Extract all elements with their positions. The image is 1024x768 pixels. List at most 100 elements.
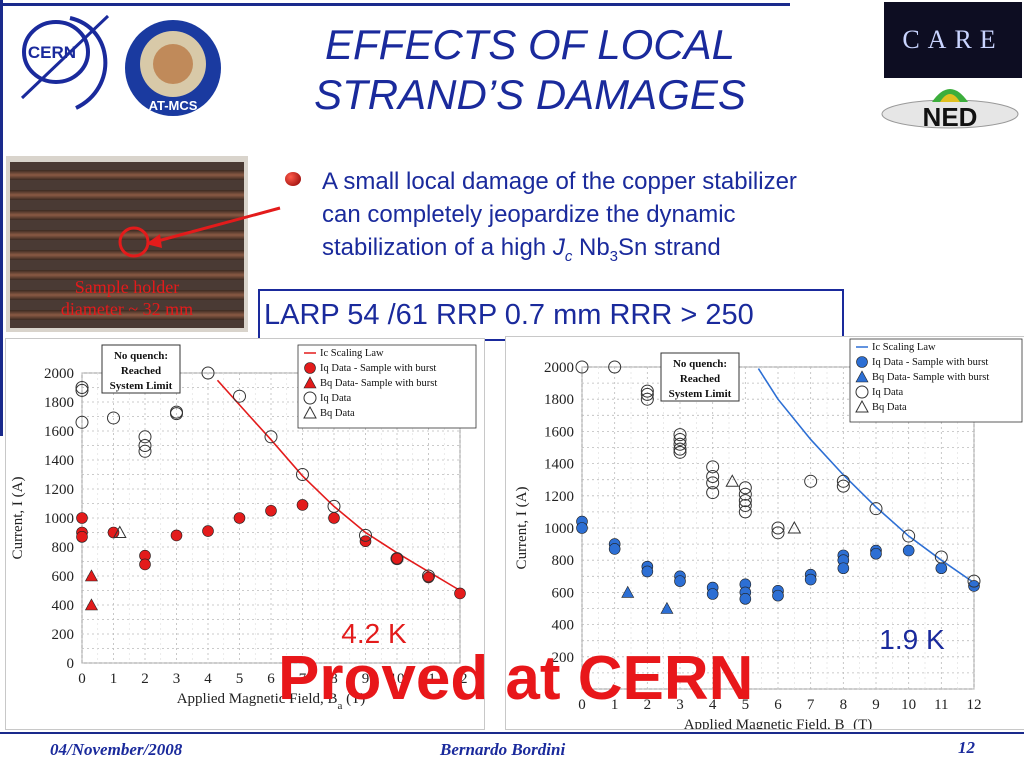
data-point-filled-circle [139, 558, 151, 571]
data-point-open-circle [138, 430, 152, 444]
sn-strand-text: Sn strand [618, 234, 721, 261]
bullet-line3: stabilization of a high Jc Nb3Sn strand [322, 231, 922, 273]
data-point-filled-circle [935, 562, 948, 575]
y-tick-label: 1400 [544, 457, 574, 473]
temperature-label: 1.9 K [879, 624, 945, 655]
data-point-open-circle [738, 505, 752, 519]
data-point-filled-circle [391, 552, 403, 565]
legend-label: Iq Data - Sample with burst [872, 357, 988, 368]
cern-logo-text: CERN [28, 43, 76, 62]
legend-label: Iq Data [320, 393, 352, 404]
footer-author: Bernardo Bordini [440, 740, 566, 759]
y-tick-label: 400 [552, 618, 575, 634]
annotation-line: System Limit [669, 388, 732, 400]
data-point-open-circle [673, 437, 687, 451]
data-point-filled-triangle [84, 598, 98, 611]
x-tick-label: 6 [774, 697, 782, 713]
legend-marker-swatch [304, 362, 316, 374]
data-point-open-circle [836, 479, 850, 493]
data-point-filled-circle [422, 571, 435, 584]
no-quench-annotation: No quench: Reached System Limit [101, 344, 181, 394]
data-point-open-circle [869, 502, 883, 516]
legend-label: Bq Data [320, 408, 355, 419]
y-tick-label: 800 [52, 540, 75, 556]
data-point-open-triangle [112, 525, 127, 538]
y-tick-label: 200 [552, 650, 575, 666]
data-point-open-circle [138, 439, 152, 452]
bullet-line1: A small local damage of the copper stabi… [322, 168, 797, 195]
no-quench-annotation: No quench: Reached System Limit [660, 352, 740, 402]
x-tick-label: 12 [967, 697, 982, 713]
data-point-open-circle [75, 381, 89, 394]
legend-label: Iq Data - Sample with burst [320, 363, 436, 374]
photo-caption-line2: diameter ~ 32 mm [60, 299, 194, 319]
data-point-filled-circle [76, 512, 88, 524]
data-point-filled-circle [576, 522, 588, 534]
bullet-icon [285, 172, 301, 186]
data-point-open-circle [359, 528, 372, 542]
data-point-filled-circle [265, 504, 277, 517]
data-point-open-circle [233, 389, 246, 403]
care-logo: CARE [884, 2, 1022, 78]
x-tick-label: 2 [644, 697, 652, 713]
data-point-open-circle [804, 474, 818, 488]
data-point-open-circle [75, 383, 89, 397]
data-point-filled-triangle [84, 569, 98, 582]
y-tick-label: 1600 [44, 424, 74, 440]
legend-marker-swatch [855, 385, 869, 399]
legend-marker-swatch [303, 391, 317, 405]
slide-title-line2: STRAND’S DAMAGES [314, 71, 746, 118]
bullet-line2: can completely jeopardize the dynamic [322, 201, 736, 228]
bullet-line3-pre: stabilization of a high [322, 234, 553, 261]
data-point-filled-circle [902, 544, 915, 557]
data-point-open-circle [673, 445, 687, 459]
x-tick-label: 7 [299, 671, 307, 687]
chart-legend: Ic Scaling Law Iq Data - Sample with burs… [849, 338, 1023, 423]
y-tick-label: 400 [52, 598, 75, 614]
data-point-open-circle [738, 487, 752, 501]
x-tick-label: 3 [173, 671, 181, 687]
data-point-open-circle [967, 574, 981, 588]
y-tick-label: 1000 [544, 521, 574, 537]
y-tick-label: 2000 [544, 360, 574, 376]
x-tick-label: 0 [78, 671, 86, 687]
damage-circle-icon [118, 226, 150, 258]
x-axis-label: Applied Magnetic Field, Ba (T) [177, 691, 366, 712]
y-tick-label: 600 [552, 585, 575, 601]
data-point-filled-circle [837, 562, 850, 575]
data-point-open-circle [706, 476, 720, 490]
y-tick-label: 200 [52, 627, 75, 643]
annotation-line: Reached [121, 365, 161, 377]
strand-label: LARP 54 /61 RRP 0.7 mm RRR > 250 [258, 289, 844, 341]
legend-box [297, 344, 477, 429]
data-point-filled-circle [233, 512, 246, 524]
data-point-filled-circle [968, 580, 980, 592]
top-border [0, 3, 790, 6]
chart-legend: Ic Scaling Law Iq Data - Sample with burs… [297, 344, 477, 429]
data-point-filled-circle [202, 525, 214, 537]
nb3-subscript: 3 [609, 247, 619, 265]
annotation-line: System Limit [110, 380, 173, 392]
x-tick-label: 11 [934, 697, 948, 713]
data-point-open-circle [934, 550, 948, 564]
data-point-filled-circle [454, 587, 466, 600]
data-point-open-circle [640, 384, 654, 398]
data-point-open-circle [575, 360, 589, 374]
data-point-filled-circle [76, 531, 88, 543]
data-point-open-circle [327, 499, 341, 513]
chart-4-2k: 0 1 2 3 4 5 6 7 8 9 10 11 12 0 200 400 600 800 1000 1200 140… [5, 338, 485, 730]
x-tick-label: 5 [742, 697, 750, 713]
annotation-box [101, 344, 181, 394]
data-point-open-circle [608, 360, 622, 374]
data-point-filled-circle [608, 543, 621, 555]
x-tick-label: 9 [362, 671, 370, 687]
slide-title: EFFECTS OF LOCAL STRAND’S DAMAGES [290, 20, 770, 120]
cern-logo-line-icon [20, 14, 110, 100]
y-axis-label: Current, I (A) [514, 487, 530, 570]
legend-marker-swatch [303, 405, 317, 419]
legend-box [849, 338, 1023, 423]
pointer-arrow-icon [146, 206, 281, 248]
data-point-open-circle [673, 432, 687, 446]
footer-page-number: 12 [958, 738, 975, 757]
data-point-filled-circle [674, 575, 686, 587]
